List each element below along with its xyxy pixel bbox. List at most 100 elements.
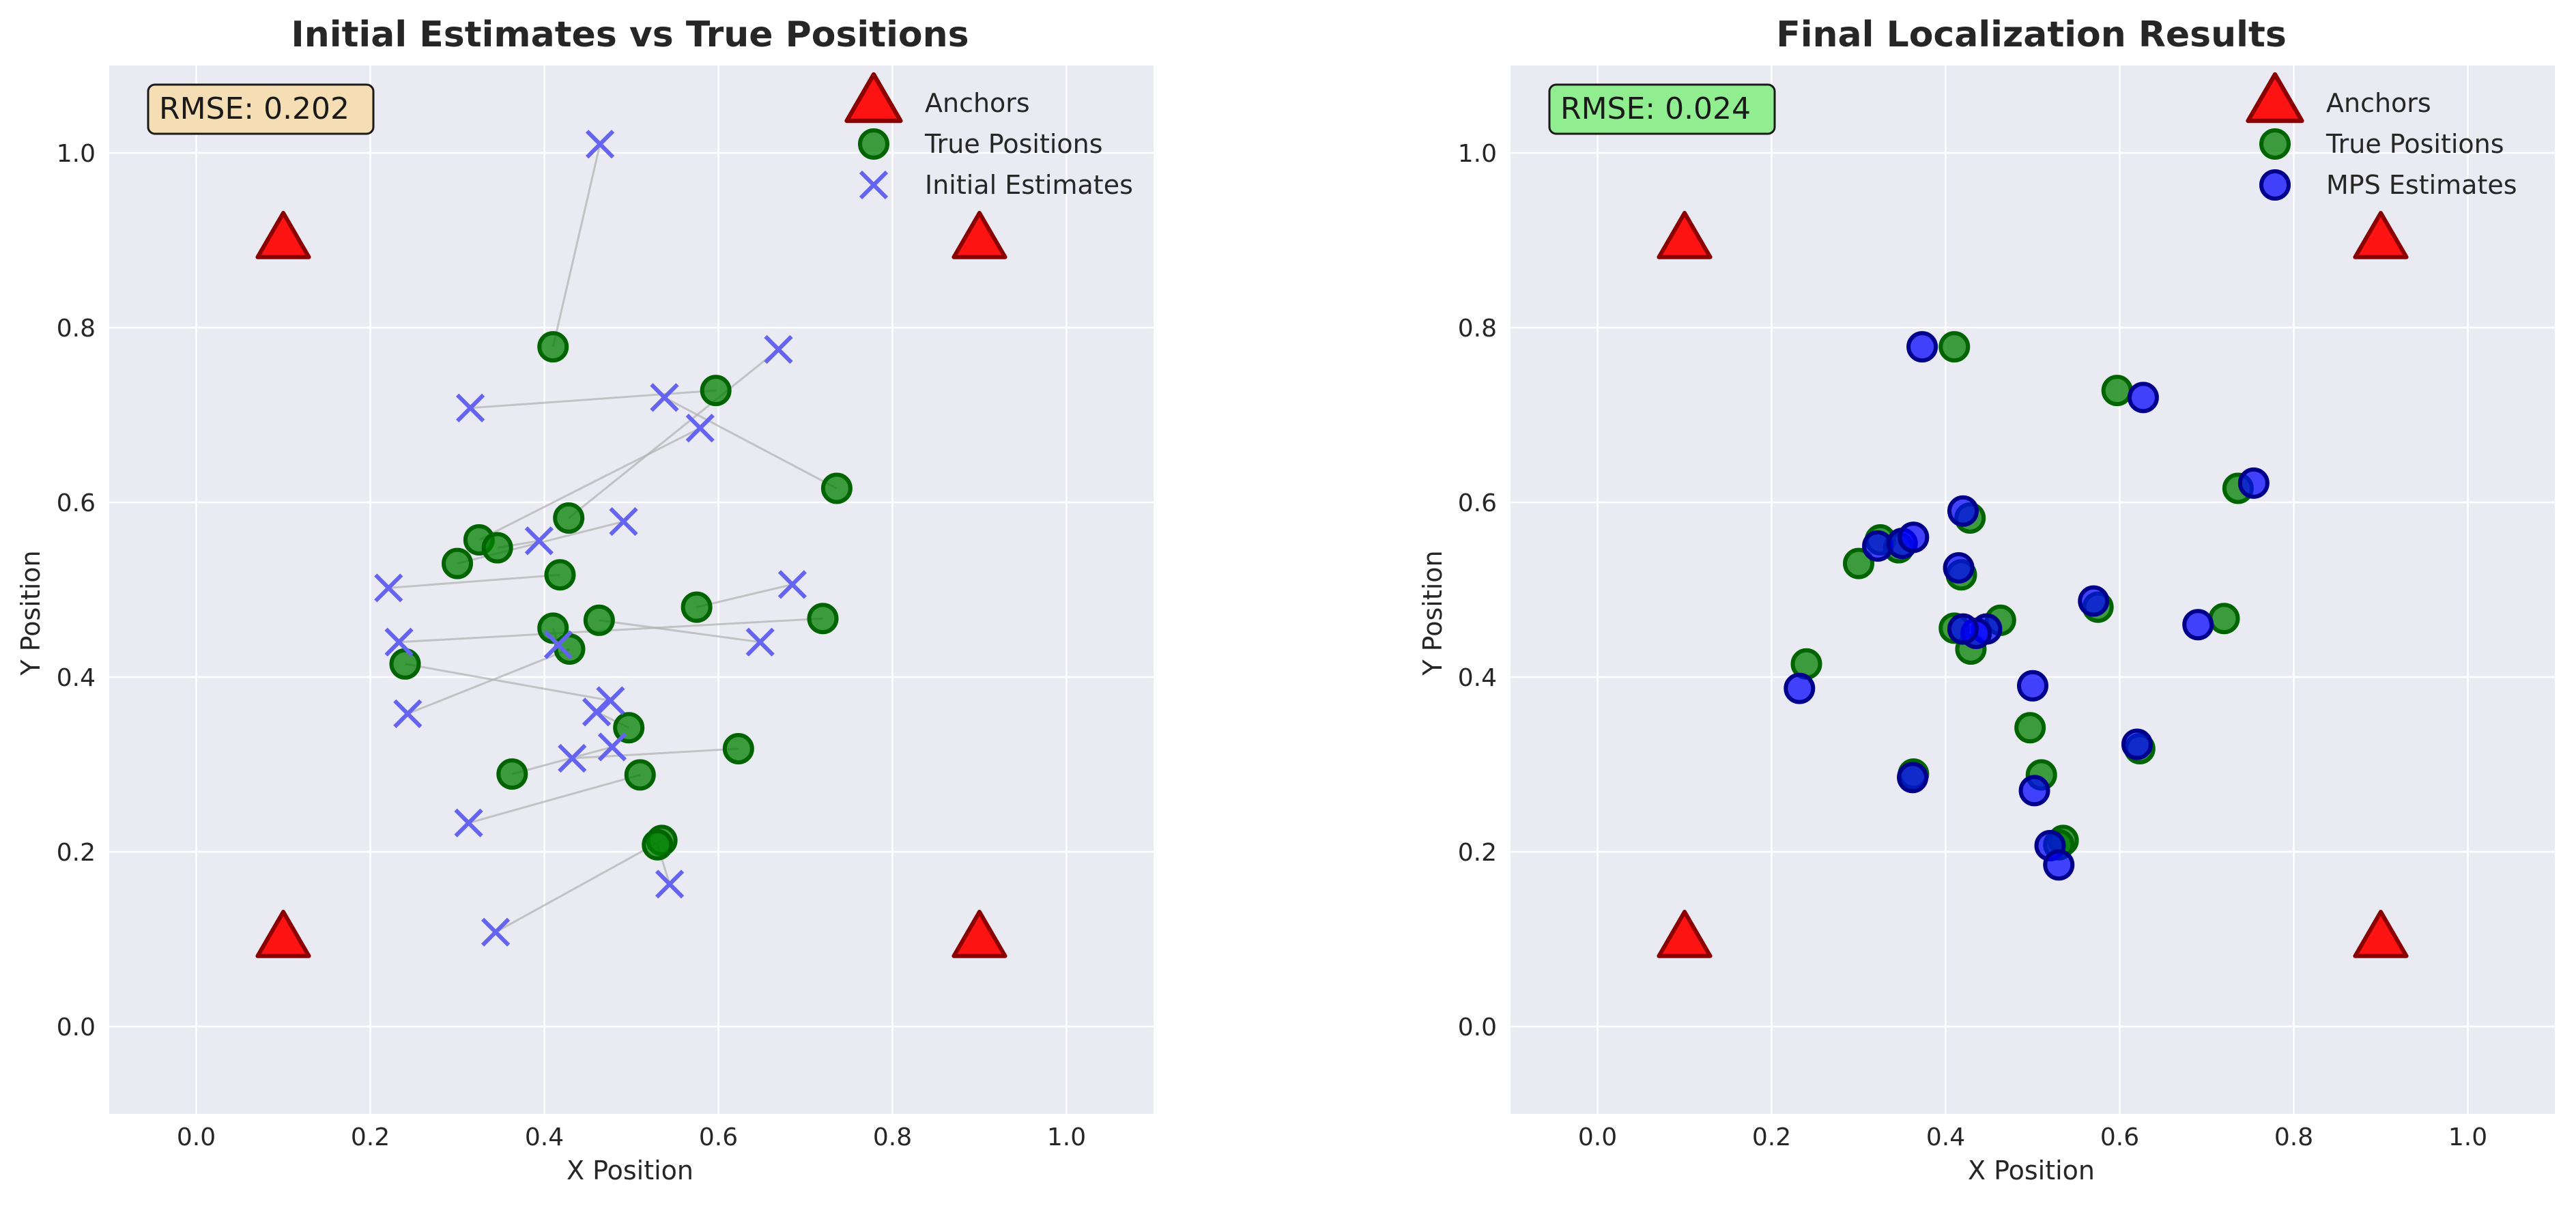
y-tick-label: 0.6: [57, 489, 96, 517]
left-ticks: 0.0 0.2 0.4 0.6 0.8 1.0 0.0 0.2 0.4 0.6 0.8 1.0: [57, 140, 1086, 1151]
connector-line: [663, 397, 838, 489]
anchors-point: [255, 910, 311, 958]
legend-true-positions-marker: [2259, 128, 2291, 160]
left-legend: Anchors True Positions Initial Estimates: [844, 72, 1133, 200]
initial-estimates-point: [609, 507, 638, 536]
mps-estimates-point: [1784, 672, 1816, 704]
true-positions-point: [820, 472, 853, 504]
true-positions-point: [2208, 603, 2240, 635]
legend-mps-estimates-label: MPS Estimates: [2326, 170, 2517, 200]
right-rmse-box: [1548, 83, 1776, 135]
true-positions-point: [1938, 331, 1971, 363]
right-x-axis-label: X Position: [1968, 1155, 2095, 1186]
legend-anchors-marker: [2246, 72, 2304, 124]
y-tick-label: 1.0: [57, 140, 96, 168]
initial-estimates-point: [585, 130, 615, 159]
x-tick-label: 0.8: [873, 1123, 912, 1151]
true-positions-point: [496, 758, 528, 790]
mps-estimates-point: [1947, 613, 1979, 645]
anchors-point: [951, 910, 1007, 958]
x-tick-label: 0.4: [525, 1123, 564, 1151]
initial-estimates-point: [543, 630, 573, 659]
anchors-point: [2353, 211, 2409, 259]
right-grid: [1511, 66, 2555, 1114]
x-tick-label: 0.0: [177, 1123, 216, 1151]
connector-line: [552, 143, 601, 347]
initial-estimates-point: [456, 393, 485, 422]
initial-estimates-point: [764, 334, 793, 364]
y-tick-label: 0.8: [57, 315, 96, 343]
left-grid: [109, 66, 1154, 1114]
right-rmse-label: RMSE: 0.024: [1560, 91, 1751, 126]
initial-estimates-point: [685, 414, 715, 443]
connector-line: [511, 745, 613, 775]
anchors-point: [255, 211, 311, 259]
connector-line: [599, 619, 760, 644]
initial-estimates-point: [655, 870, 685, 899]
initial-estimates-point: [558, 743, 587, 773]
connector-line: [696, 583, 793, 609]
anchors-point: [951, 211, 1007, 259]
true-positions-point: [807, 603, 839, 635]
initial-estimates-point: [582, 698, 612, 727]
true-positions-point: [722, 732, 754, 764]
left-marks: [255, 130, 1007, 958]
mps-estimates-point: [2017, 670, 2048, 702]
right-y-axis-label: Y Position: [1418, 550, 1448, 676]
true-positions-point: [537, 331, 569, 363]
left-chart-title: Initial Estimates vs True Positions: [291, 14, 969, 55]
y-tick-label: 0.8: [1458, 315, 1497, 343]
legend-true-positions-label: True Positions: [2325, 129, 2504, 159]
right-ticks: 0.0 0.2 0.4 0.6 0.8 1.0 0.0 0.2 0.4 0.6 0.8 1.0: [1458, 140, 2487, 1151]
left-rmse-box: [147, 83, 375, 135]
x-tick-label: 0.4: [1926, 1123, 1965, 1151]
true-positions-point: [2101, 375, 2133, 407]
true-positions-point: [700, 375, 732, 407]
y-tick-label: 1.0: [1458, 140, 1497, 168]
y-tick-label: 0.0: [1458, 1014, 1497, 1042]
initial-estimates-point: [597, 732, 627, 762]
legend-true-positions-label: True Positions: [924, 129, 1103, 159]
connector-line: [470, 389, 716, 410]
initial-estimates-point: [745, 627, 775, 657]
x-tick-label: 1.0: [2448, 1123, 2487, 1151]
legend-initial-estimates-label: Initial Estimates: [925, 170, 1133, 200]
true-positions-point: [642, 829, 674, 861]
legend-anchors-marker: [844, 72, 903, 124]
right-legend: Anchors True Positions MPS Estimates: [2246, 72, 2517, 201]
left-rmse-label: RMSE: 0.202: [159, 91, 349, 126]
y-tick-label: 0.0: [57, 1014, 96, 1042]
mps-estimates-point: [2182, 609, 2214, 641]
left-chart-panel: Initial Estimates vs True Positions 0.0 0…: [16, 14, 1154, 1186]
true-positions-point: [442, 547, 473, 579]
x-tick-label: 0.8: [2274, 1123, 2313, 1151]
x-tick-label: 0.6: [2100, 1123, 2139, 1151]
initial-estimates-point: [374, 573, 403, 603]
true-positions-point: [553, 502, 585, 534]
true-positions-point: [389, 648, 421, 680]
mps-estimates-point: [2121, 728, 2153, 760]
connector-line: [407, 648, 571, 715]
connector-line: [478, 427, 701, 541]
initial-estimates-point: [454, 808, 483, 837]
x-tick-label: 0.2: [351, 1123, 390, 1151]
y-tick-label: 0.4: [57, 664, 96, 692]
mps-estimates-point: [1943, 552, 1975, 584]
initial-estimates-point: [524, 526, 554, 556]
initial-estimates-point: [393, 699, 423, 728]
anchors-point: [2353, 910, 2409, 958]
initial-estimates-point: [777, 570, 807, 599]
left-y-axis-label: Y Position: [16, 550, 46, 676]
mps-estimates-point: [2043, 849, 2075, 881]
true-positions-point: [481, 532, 513, 564]
mps-estimates-point: [1906, 331, 1938, 363]
connector-line: [495, 839, 663, 934]
legend-mps-estimates-marker: [2259, 169, 2291, 201]
x-tick-label: 0.6: [699, 1123, 738, 1151]
mps-estimates-point: [1897, 762, 1929, 794]
y-tick-label: 0.4: [1458, 664, 1497, 692]
anchors-point: [1657, 910, 1713, 958]
connector-line: [568, 348, 779, 519]
left-x-axis-label: X Position: [567, 1155, 693, 1186]
right-rmse-annotation: RMSE: 0.024: [1548, 83, 1776, 135]
